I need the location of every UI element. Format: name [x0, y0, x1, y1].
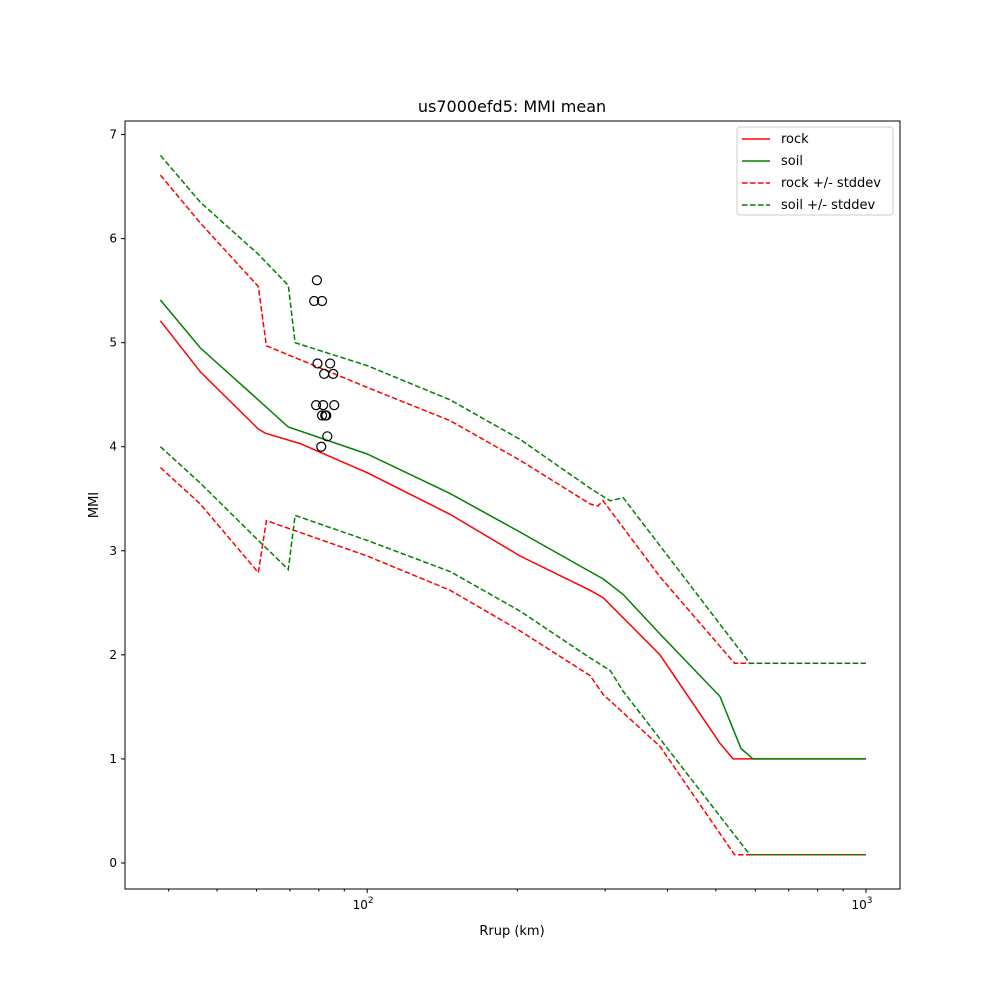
observation-point: [309, 295, 320, 307]
rock-line: [159, 320, 866, 760]
observation-point: [316, 295, 328, 307]
y-tick-label: 4: [109, 440, 117, 454]
observation-point: [311, 275, 323, 286]
observation-point: [328, 368, 339, 379]
y-tick-label: 6: [109, 232, 117, 246]
x-tick-label: 102: [353, 896, 374, 912]
y-tick-label: 5: [109, 336, 117, 350]
soil-stddev-lower-line: [159, 446, 866, 856]
observation-point: [312, 358, 323, 369]
observation-point: [316, 441, 327, 452]
observation-point: [325, 358, 336, 369]
soil-stddev-upper-line: [159, 154, 866, 664]
observation-point: [318, 399, 329, 411]
legend-label: rock +/- stddev: [781, 176, 881, 191]
observation-point: [319, 368, 330, 379]
y-tick-label: 0: [109, 856, 117, 870]
chart-title: us7000efd5: MMI mean: [418, 97, 606, 116]
soil-line: [159, 299, 866, 760]
legend-label: rock: [781, 132, 809, 147]
plot-frame: [124, 120, 901, 890]
rock-stddev-upper-line: [159, 174, 866, 664]
legend-box: [736, 126, 894, 216]
legend: rock soil rock +/- stddev soil +/- stddev: [736, 126, 894, 216]
observation-point: [322, 431, 333, 442]
observation-point: [329, 399, 340, 411]
y-tick-label: 1: [109, 752, 117, 766]
y-axis-label: MMI: [87, 492, 102, 518]
y-tick-label: 2: [109, 648, 117, 662]
legend-label: soil: [781, 154, 803, 169]
legend-label: soil +/- stddev: [781, 198, 876, 213]
rock-stddev-lower-line: [159, 466, 866, 856]
observation-point: [310, 399, 322, 411]
y-tick-label: 7: [109, 128, 117, 142]
x-tick-label: 103: [851, 896, 872, 912]
y-tick-label: 3: [109, 544, 117, 558]
x-axis-label: Rrup (km): [479, 924, 544, 939]
observation-point: [316, 410, 328, 421]
observation-point: [321, 410, 332, 421]
